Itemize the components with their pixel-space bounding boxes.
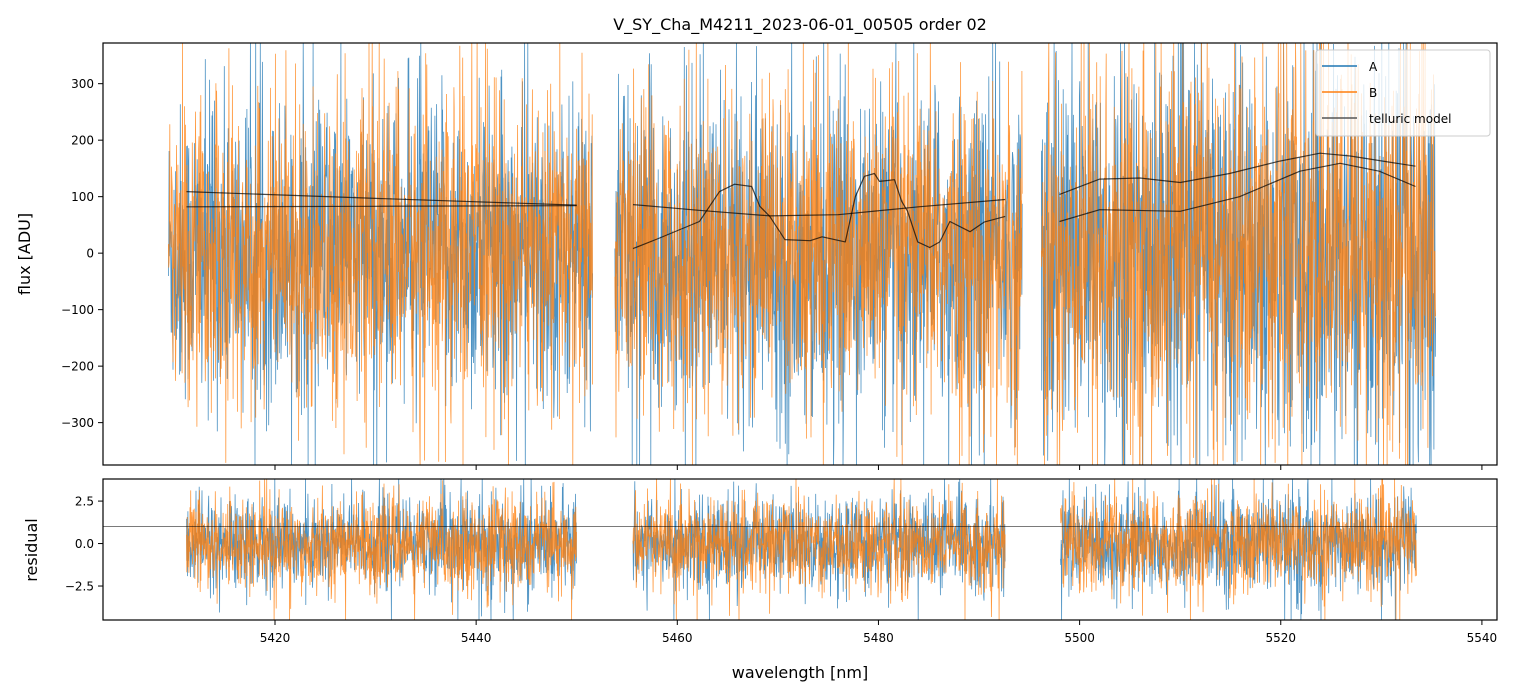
x-tick-label: 5480 [863,631,894,645]
flux-plot-area [168,43,1436,465]
telluric-model-line-3 [632,198,1006,217]
x-tick-label: 5540 [1467,631,1498,645]
axis-ticks: 5420 5440 5460 5480 5500 5520 5540 −300 −200 −100… [61,77,1497,645]
y-axis-label-residual: residual [22,518,41,581]
x-tick-label: 5520 [1265,631,1296,645]
x-tick-label: 5460 [662,631,693,645]
y-tick-label: −300 [61,416,94,430]
y-tick-label: 100 [71,190,94,204]
y-tick-label: 300 [71,77,94,91]
series-a-flux-segment-3 [1041,43,1436,465]
series-b-residual-segment-2 [632,479,1006,620]
telluric-model-line-2 [186,205,577,208]
telluric-model-line-6 [1059,162,1416,223]
y-tick-label: 200 [71,134,94,148]
x-tick-label: 5440 [461,631,492,645]
residual-y-tick-label: 0.0 [75,537,94,551]
telluric-model-line-1 [186,191,577,206]
residual-y-tick-label: 2.5 [75,495,94,509]
residual-plot-area [103,479,1497,620]
legend: A B telluric model [1315,49,1491,137]
series-b-flux-segment-3 [1041,43,1436,465]
chart-title: V_SY_Cha_M4211_2023-06-01_00505 order 02 [613,15,987,35]
legend-box [1315,49,1491,137]
series-b-residual-segment-3 [1060,479,1417,620]
legend-label-telluric-model: telluric model [1369,112,1451,126]
telluric-model-line-4 [632,172,1006,250]
legend-label-b: B [1369,86,1377,100]
y-tick-label: −200 [61,360,94,374]
series-b-residual-segment-1 [186,479,577,620]
series-b-flux-segment-1 [168,43,593,465]
y-tick-label: 0 [86,247,94,261]
y-axis-label-flux: flux [ADU] [15,213,34,295]
series-b-flux-segment-2 [614,43,1023,465]
x-axis-label: wavelength [nm] [732,663,869,682]
flux-axes-frame [102,42,1498,466]
legend-label-a: A [1369,60,1378,74]
x-tick-label: 5420 [260,631,291,645]
x-tick-label: 5500 [1064,631,1095,645]
residual-y-tick-label: −2.5 [65,580,94,594]
y-tick-label: −100 [61,303,94,317]
telluric-model-line-5 [1059,152,1416,195]
residual-axes-frame [102,478,1498,621]
